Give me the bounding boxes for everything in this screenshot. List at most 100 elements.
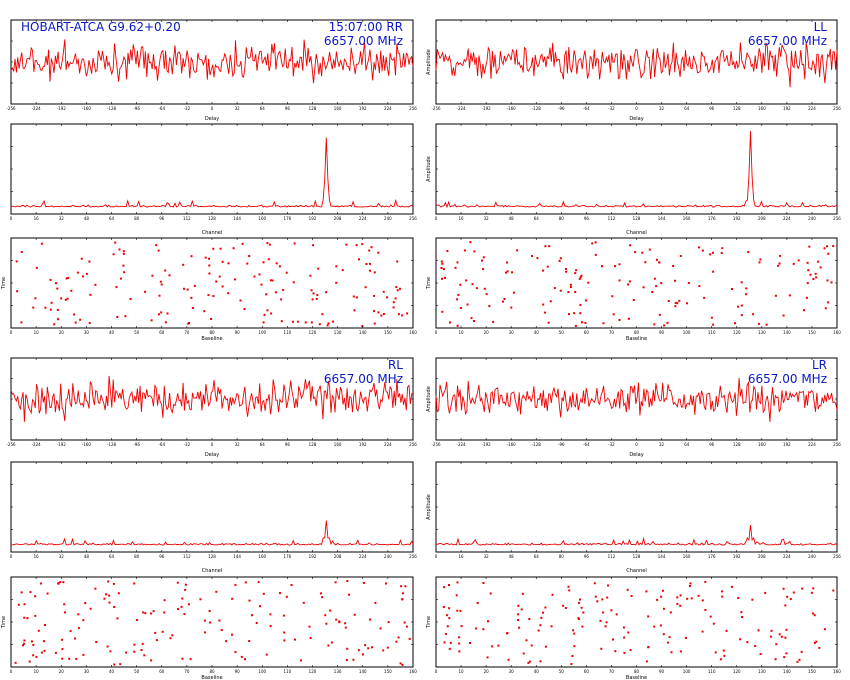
time-point xyxy=(318,323,321,326)
x-tick-label: 32 xyxy=(235,106,241,111)
x-tick-label: 140 xyxy=(359,330,367,335)
time-point xyxy=(765,323,768,326)
x-tick-label: 140 xyxy=(359,669,367,674)
time-point xyxy=(712,622,715,625)
panel-ll: -256 -224 -192 -160 -128 -96 -64 -32 0 32 64 96 128 1… xyxy=(426,19,841,342)
time-point xyxy=(208,257,211,260)
x-tick-label: 32 xyxy=(235,442,241,447)
time-point xyxy=(612,313,615,316)
time-point xyxy=(308,625,311,628)
x-tick-label: 208 xyxy=(334,554,342,559)
time-point xyxy=(140,649,143,651)
time-point xyxy=(737,597,740,599)
time-point xyxy=(701,249,704,252)
time-point xyxy=(335,618,338,621)
time-point xyxy=(325,622,328,625)
x-tick-label: 150 xyxy=(384,669,392,674)
x-tick-label: 64 xyxy=(534,216,540,221)
time-point xyxy=(82,275,85,278)
x-tick-label: 224 xyxy=(359,216,367,221)
time-point xyxy=(219,247,222,250)
time-point xyxy=(537,629,540,632)
time-point xyxy=(562,604,565,607)
time-point xyxy=(579,303,582,306)
time-point xyxy=(518,626,521,629)
time-point xyxy=(783,656,786,659)
x-tick-label: 112 xyxy=(608,554,616,559)
time-point xyxy=(573,312,576,315)
time-point xyxy=(208,272,211,275)
frequency-label: 6657.00 MHz xyxy=(324,372,403,386)
time-point xyxy=(279,592,281,595)
time-point xyxy=(316,294,319,297)
x-tick-label: -32 xyxy=(184,106,191,111)
x-tick-label: 40 xyxy=(109,330,115,335)
time-point xyxy=(386,646,389,649)
x-tick-label: 224 xyxy=(384,442,392,447)
time-point xyxy=(497,644,500,647)
time-point xyxy=(481,259,483,262)
x-tick-label: 160 xyxy=(833,330,841,335)
time-point xyxy=(280,298,283,301)
x-tick-label: -96 xyxy=(133,442,140,447)
time-point xyxy=(218,275,221,278)
x-tick-label: 32 xyxy=(659,106,665,111)
x-tick-label: 120 xyxy=(309,330,317,335)
x-tick-label: 0 xyxy=(435,330,438,335)
time-point xyxy=(463,249,466,252)
x-tick-label: 0 xyxy=(10,554,13,559)
time-point xyxy=(737,305,740,308)
x-tick-label: 90 xyxy=(659,669,665,674)
x-tick-label: -64 xyxy=(158,442,165,447)
time-point xyxy=(473,250,476,253)
time-point xyxy=(182,263,185,266)
x-tick-label: 48 xyxy=(509,554,515,559)
time-point xyxy=(154,631,157,634)
x-tick-label: 80 xyxy=(559,216,565,221)
x-tick-label: 96 xyxy=(159,554,165,559)
time-point xyxy=(171,634,174,637)
time-point xyxy=(606,596,609,599)
channel-series-line xyxy=(10,520,414,546)
time-point xyxy=(221,285,224,288)
time-point xyxy=(567,585,570,588)
time-point xyxy=(443,641,446,644)
time-point xyxy=(807,269,810,272)
x-tick-label: 128 xyxy=(309,106,317,111)
channel-axis-label: Channel xyxy=(626,230,647,236)
time-point xyxy=(116,316,119,318)
time-point xyxy=(94,587,97,590)
x-tick-label: 224 xyxy=(783,554,791,559)
time-plot-frame xyxy=(10,576,414,668)
time-point xyxy=(627,317,630,320)
time-point xyxy=(203,310,206,313)
x-tick-label: 150 xyxy=(808,330,816,335)
x-tick-label: 192 xyxy=(359,442,367,447)
time-point xyxy=(667,300,670,302)
time-point xyxy=(456,324,459,327)
time-point xyxy=(75,657,78,660)
time-point xyxy=(30,640,33,643)
x-tick-label: 208 xyxy=(758,554,766,559)
time-point xyxy=(459,307,462,309)
x-tick-label: 60 xyxy=(159,669,165,674)
time-point xyxy=(348,593,350,596)
x-tick-label: 0 xyxy=(10,330,13,335)
x-tick-label: 208 xyxy=(334,216,342,221)
time-point xyxy=(408,637,411,640)
time-point xyxy=(528,618,531,620)
x-tick-label: 64 xyxy=(534,554,540,559)
time-point xyxy=(352,295,355,298)
time-point xyxy=(441,277,443,280)
time-point xyxy=(629,649,632,652)
time-point xyxy=(721,247,724,250)
time-point xyxy=(442,268,445,270)
x-tick-label: 208 xyxy=(758,216,766,221)
time-point xyxy=(740,611,743,614)
frequency-label: 6657.00 MHz xyxy=(748,372,827,386)
time-point xyxy=(166,312,169,315)
time-point xyxy=(698,246,701,249)
time-point xyxy=(674,279,677,282)
time-point xyxy=(618,319,621,321)
x-tick-label: 112 xyxy=(183,216,191,221)
